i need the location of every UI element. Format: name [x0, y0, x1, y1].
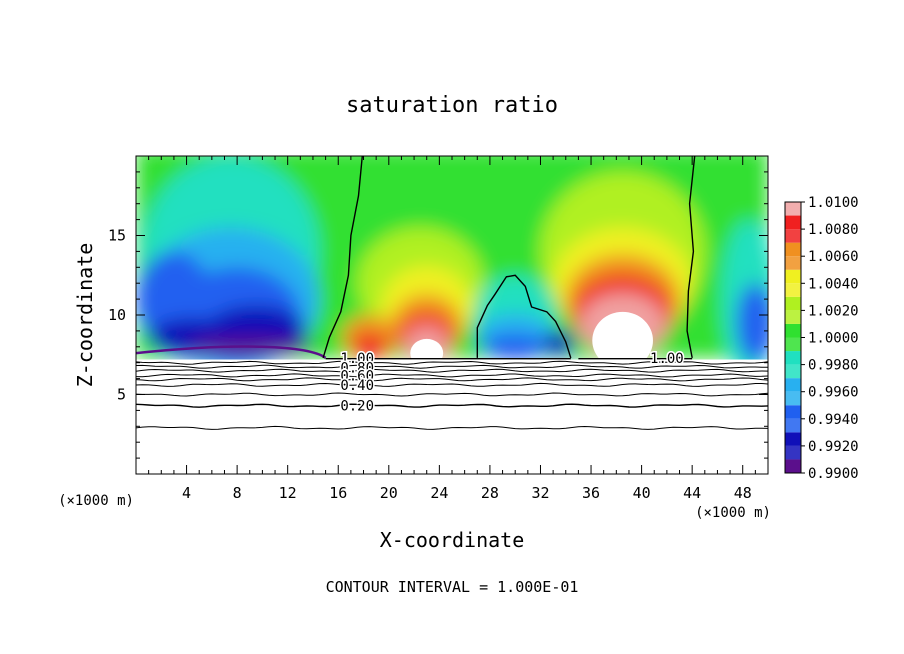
x-tick-label: 48 [734, 484, 752, 502]
contour-line [136, 360, 768, 365]
x-tick-label: 4 [182, 484, 191, 502]
colorbar-tick-label: 0.9960 [808, 385, 859, 401]
field-core-east [592, 311, 653, 370]
contour-label: 1.00 [340, 351, 374, 367]
colorbar-swatch [785, 337, 801, 352]
contour-line [136, 425, 768, 430]
colorbar-swatch [785, 202, 801, 216]
colorbar-swatch [785, 269, 801, 284]
x-tick-label: 44 [683, 484, 701, 502]
contour-labels: 1.000.800.600.400.201.00 [339, 349, 685, 416]
colorbar-swatch [785, 432, 801, 446]
x-tick-label: 12 [279, 484, 297, 502]
colorbar-swatch [785, 378, 801, 392]
x-tick-label: 28 [481, 484, 499, 502]
colorbar-swatch [785, 405, 801, 419]
field-blob [352, 334, 388, 360]
field-lower-region [136, 359, 768, 474]
colorbar-tick-label: 0.9940 [808, 412, 859, 428]
contour-line [136, 403, 768, 408]
colorbar-tick-label: 0.9980 [808, 358, 859, 374]
colorbar-tick-label: 1.0060 [808, 249, 859, 265]
y-tick-label: 15 [108, 227, 126, 245]
contour-line-1p00 [322, 156, 363, 359]
colorbar-swatch [785, 323, 801, 338]
contour-label: 0.80 [340, 360, 374, 376]
saturation-field [136, 156, 768, 474]
field-blob [736, 283, 768, 363]
contour-line-1p00 [686, 156, 696, 359]
y-axis-label: Z-coordinate [73, 243, 97, 388]
colorbar-swatch [785, 391, 801, 406]
contour-lines [136, 156, 768, 430]
colorbar-swatch [785, 256, 801, 270]
contour-label: 1.00 [650, 351, 684, 367]
colorbar-tick-label: 0.9920 [808, 439, 859, 455]
contour-line [136, 368, 768, 373]
y-unit-label: (×1000 m) [58, 493, 134, 509]
colorbar-tick-label: 1.0100 [808, 195, 859, 211]
colorbar-swatch [785, 229, 801, 243]
x-tick-label: 36 [582, 484, 600, 502]
contour-label: 0.60 [340, 368, 374, 384]
x-tick-label: 32 [531, 484, 549, 502]
colorbar-swatch [785, 283, 801, 297]
y-tick-label: 10 [108, 306, 126, 324]
contour-label: 0.40 [340, 378, 374, 394]
contour-line [136, 377, 768, 382]
x-tick-label: 40 [633, 484, 651, 502]
field-base-fringe [136, 345, 327, 359]
colorbar-tick-label: 0.9900 [808, 466, 859, 482]
colorbar-swatch [785, 445, 801, 460]
y-tick-label: 5 [117, 386, 126, 404]
x-unit-label: (×1000 m) [695, 505, 771, 521]
field-shading [136, 156, 768, 379]
colorbar: 0.9900 0.9920 0.9940 0.9960 0.9980 1.0000 1.00… [784, 195, 859, 482]
colorbar-swatch [785, 296, 801, 311]
contour-line [136, 364, 768, 369]
contour-label: 0.20 [340, 399, 374, 415]
colorbar-swatch [785, 242, 801, 257]
contour-line [136, 373, 768, 378]
x-tick-label: 16 [329, 484, 347, 502]
x-axis: 4 8 12 16 20 24 28 32 36 40 44 48 [148, 156, 756, 502]
field-plot-area [136, 156, 768, 474]
colorbar-swatch [785, 310, 801, 324]
y-axis: 5 10 15 [108, 171, 768, 459]
field-blob [482, 334, 549, 360]
x-tick-label: 24 [430, 484, 448, 502]
colorbar-swatch [785, 418, 801, 433]
contour-interval-footer: CONTOUR INTERVAL = 1.000E-01 [326, 578, 579, 596]
contour-line-1p00 [476, 274, 572, 359]
contour-line [136, 382, 768, 387]
colorbar-swatch [785, 459, 801, 473]
chart-title: saturation ratio [346, 93, 558, 118]
colorbar-tick-label: 1.0000 [808, 331, 859, 347]
colorbar-swatch [785, 364, 801, 379]
colorbar-tick-label: 1.0080 [808, 222, 859, 238]
colorbar-tick-label: 1.0040 [808, 276, 859, 292]
contour-line [136, 392, 768, 397]
x-tick-label: 8 [233, 484, 242, 502]
x-axis-label: X-coordinate [380, 528, 525, 552]
x-tick-label: 20 [380, 484, 398, 502]
field-blob [544, 330, 575, 357]
colorbar-swatch [785, 215, 801, 230]
colorbar-swatch [785, 351, 801, 365]
colorbar-tick-label: 1.0020 [808, 303, 859, 319]
